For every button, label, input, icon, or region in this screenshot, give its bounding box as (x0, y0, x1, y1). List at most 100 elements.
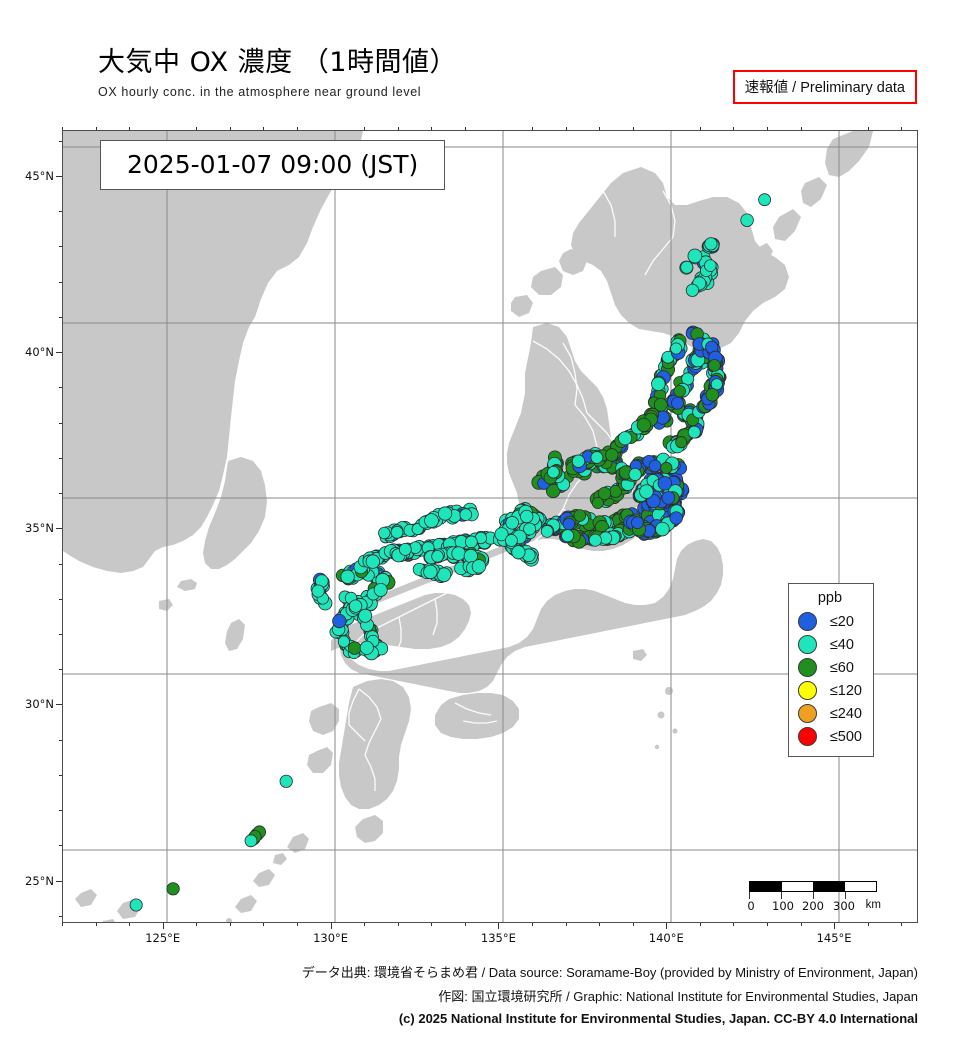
station-dot (740, 213, 754, 227)
station-dot (166, 882, 180, 896)
station-dot (618, 431, 633, 446)
y-minor-tick (59, 316, 62, 318)
x-tick-mark (330, 923, 332, 929)
y-minor-tick (59, 810, 62, 812)
x-minor-tick (565, 127, 567, 130)
station-dot (340, 569, 355, 584)
station-dot (348, 599, 363, 613)
station-dot (573, 509, 587, 522)
y-tick-mark (56, 528, 62, 530)
scale-unit: km (865, 899, 881, 911)
station-dot (648, 459, 662, 473)
scale-label-300: 300 (833, 899, 855, 913)
x-minor-tick (531, 923, 533, 926)
station-dot (520, 509, 534, 524)
x-minor-tick (296, 923, 298, 926)
station-dot (464, 535, 478, 549)
y-minor-tick (59, 246, 62, 248)
station-dot (358, 608, 373, 623)
x-tick-label: 125°E (145, 931, 181, 945)
station-dot (687, 425, 701, 439)
station-dot (337, 635, 350, 648)
y-minor-tick (59, 598, 62, 600)
x-minor-tick (531, 127, 533, 130)
x-minor-tick (196, 127, 198, 130)
title-block: 大気中 OX 濃度 （1時間値） OX hourly conc. in the … (98, 40, 457, 99)
x-minor-tick (766, 127, 768, 130)
x-minor-tick (263, 127, 265, 130)
station-dot (540, 525, 554, 538)
x-tick-mark (498, 923, 500, 929)
station-dot (708, 359, 721, 372)
y-tick-mark (56, 175, 62, 177)
japan-map (63, 131, 917, 922)
y-minor-tick (59, 211, 62, 213)
x-minor-tick (464, 127, 466, 130)
y-tick-label: 45°N (25, 168, 54, 183)
station-dot (332, 613, 347, 629)
legend-label-20: ≤20 (829, 613, 854, 630)
station-dot (670, 342, 683, 355)
x-minor-tick (397, 127, 399, 130)
x-minor-tick (733, 923, 735, 926)
station-dot (661, 491, 676, 505)
station-dot (505, 534, 518, 547)
x-minor-tick (733, 127, 735, 130)
legend: ppb ≤20 ≤40 ≤60 ≤120 ≤240 (787, 583, 874, 757)
y-minor-tick (59, 387, 62, 389)
station-dot (348, 641, 362, 655)
station-dot (704, 259, 717, 272)
footer: データ出典: 環境省そらまめ君 / Data source: Soramame-… (0, 962, 980, 1031)
station-dot (561, 529, 575, 543)
station-dot (655, 521, 670, 537)
y-tick-label: 30°N (25, 697, 54, 712)
legend-item: ≤40 (797, 633, 862, 656)
x-minor-tick (565, 923, 567, 926)
scale-seg-1 (781, 882, 813, 891)
map-frame: 2025-01-07 09:00 (JST) ppb ≤20 ≤40 ≤60 ≤… (62, 130, 918, 923)
x-minor-tick (599, 127, 601, 130)
x-minor-tick (95, 127, 97, 130)
legend-title: ppb (817, 590, 843, 606)
x-minor-tick (364, 923, 366, 926)
footer-graphic-credit: 作図: 国立環境研究所 / Graphic: National Institut… (438, 989, 918, 1004)
legend-swatch-240 (797, 704, 817, 723)
x-minor-tick (397, 923, 399, 926)
x-tick-label: 140°E (648, 931, 684, 945)
x-tick-label: 130°E (313, 931, 349, 945)
station-dot (311, 584, 325, 598)
x-minor-tick (95, 923, 97, 926)
map-plot-area[interactable]: 2025-01-07 09:00 (JST) ppb ≤20 ≤40 ≤60 ≤… (25, 127, 918, 945)
y-minor-tick (59, 845, 62, 847)
y-minor-tick (59, 493, 62, 495)
station-dot (669, 511, 683, 525)
station-dot (653, 397, 668, 412)
station-dot-layer (129, 193, 771, 912)
scale-bar: 0 100 200 300 km (747, 881, 881, 914)
x-tick-mark (162, 923, 164, 929)
legend-label-60: ≤60 (829, 659, 854, 676)
station-dot (671, 396, 684, 410)
y-minor-tick (59, 457, 62, 459)
y-minor-tick (59, 774, 62, 776)
station-dot (523, 522, 537, 536)
station-dot (423, 564, 438, 580)
station-dot (675, 436, 688, 449)
station-dot (437, 506, 453, 521)
station-dot (673, 384, 686, 398)
x-minor-tick (364, 127, 366, 130)
x-minor-tick (129, 127, 131, 130)
page-title: 大気中 OX 濃度 （1時間値） (98, 47, 457, 78)
x-tick-label: 135°E (480, 931, 516, 945)
x-minor-tick (699, 923, 701, 926)
station-dot (471, 559, 487, 574)
station-dot (588, 533, 602, 547)
station-dot (494, 527, 509, 542)
station-dot (547, 465, 560, 479)
x-tick-mark (834, 923, 836, 929)
scale-label-200: 200 (802, 899, 824, 913)
x-minor-tick (229, 127, 231, 130)
station-dot (424, 513, 439, 528)
footer-data-source: データ出典: 環境省そらまめ君 / Data source: Soramame-… (301, 965, 918, 980)
scale-bar-ticks (749, 892, 877, 899)
